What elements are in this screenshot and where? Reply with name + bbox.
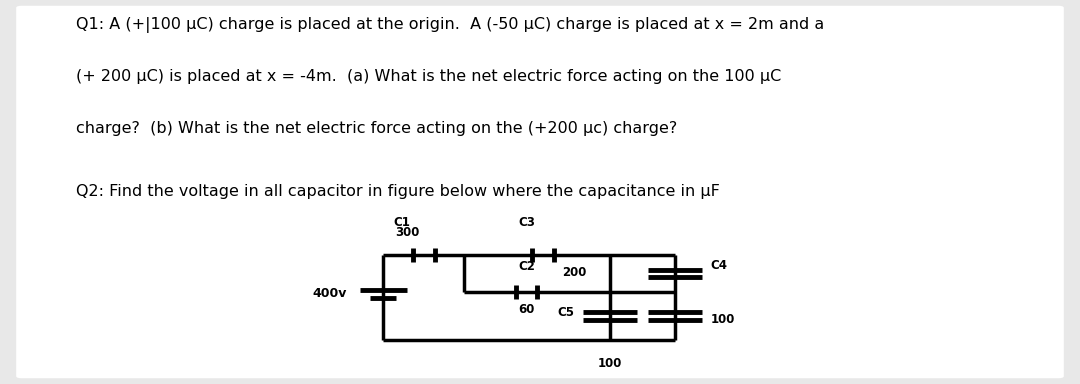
Text: (+ 200 μC) is placed at x = -4m.  (a) What is the net electric force acting on t: (+ 200 μC) is placed at x = -4m. (a) Wha… [76,69,781,84]
Text: C3: C3 [518,216,535,229]
Text: 300: 300 [395,226,420,239]
Text: 200: 200 [562,266,586,279]
Text: charge?  (b) What is the net electric force acting on the (+200 μc) charge?: charge? (b) What is the net electric for… [76,121,677,136]
Text: C2: C2 [518,260,535,273]
Text: C1: C1 [394,216,410,229]
Text: Q1: A (+|100 μC) charge is placed at the origin.  A (-50 μC) charge is placed at: Q1: A (+|100 μC) charge is placed at the… [76,17,824,33]
Text: Q2: Find the voltage in all capacitor in figure below where the capacitance in μ: Q2: Find the voltage in all capacitor in… [76,184,719,199]
FancyBboxPatch shape [16,6,1064,378]
Text: C5: C5 [557,306,575,318]
Text: 100: 100 [711,313,735,326]
Text: 100: 100 [598,357,622,370]
Text: 400v: 400v [312,287,347,300]
Text: 60: 60 [518,303,535,316]
Text: C4: C4 [711,260,728,272]
